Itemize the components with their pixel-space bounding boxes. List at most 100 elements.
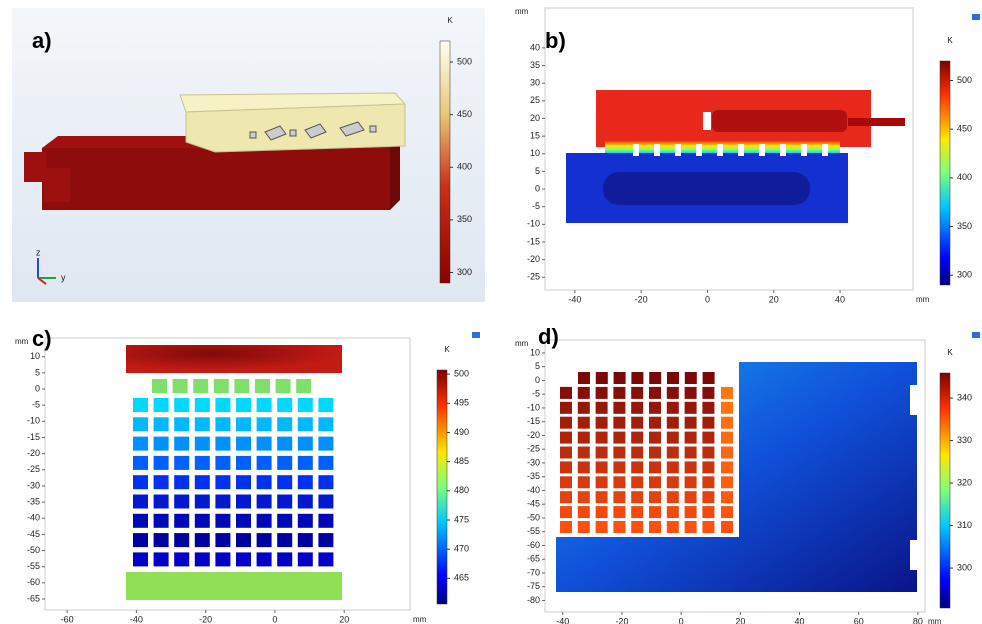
fin [721, 476, 733, 488]
colorbar-tick-label: 490 [454, 427, 469, 437]
colorbar [437, 370, 447, 604]
fin [631, 387, 643, 399]
fin [318, 552, 333, 566]
panel-d-shapes [556, 362, 918, 592]
fin [596, 402, 608, 414]
colorbar-title: K [447, 16, 453, 25]
fin [702, 387, 714, 399]
triad-label: z [36, 247, 41, 257]
fin [234, 379, 249, 393]
fin [613, 491, 625, 503]
fin [596, 387, 608, 399]
fin [277, 552, 292, 566]
colorbar [440, 41, 450, 283]
x-tick-label: 40 [795, 616, 805, 624]
fin [685, 372, 697, 384]
y-tick-label: -40 [27, 513, 40, 523]
fin-array [560, 372, 733, 533]
fin [174, 495, 189, 509]
fin [298, 456, 313, 470]
y-tick-label: -45 [527, 499, 540, 509]
colorbar-tick-label: 500 [957, 75, 972, 85]
prong [848, 118, 905, 126]
fin [318, 495, 333, 509]
fin [133, 398, 148, 412]
fin [174, 417, 189, 431]
colorbar-tick-label: 500 [457, 56, 472, 66]
fin [631, 432, 643, 444]
fin [596, 461, 608, 473]
fin [133, 456, 148, 470]
fin [649, 372, 661, 384]
fin [174, 514, 189, 528]
y-tick-label: -10 [527, 219, 540, 229]
cold-channel [603, 172, 810, 205]
x-tick-label: 80 [913, 616, 923, 624]
x-tick-label: -60 [61, 614, 74, 624]
fin [133, 514, 148, 528]
fin [560, 506, 572, 518]
x-unit: mm [928, 617, 942, 624]
block-side [390, 136, 400, 210]
panel-label: d) [538, 324, 559, 349]
fin [318, 456, 333, 470]
fin [702, 506, 714, 518]
fin [193, 379, 208, 393]
fin [277, 456, 292, 470]
fin [154, 514, 169, 528]
panel-label: c) [32, 326, 52, 351]
figure: z y a)K300350400450500-40-20020404035302… [0, 0, 982, 624]
fin [702, 402, 714, 414]
fin [649, 402, 661, 414]
fin [578, 372, 590, 384]
fin [721, 521, 733, 533]
fin [649, 461, 661, 473]
fin [721, 491, 733, 503]
fin [649, 417, 661, 429]
fin [298, 514, 313, 528]
fin [257, 533, 272, 547]
fin [667, 506, 679, 518]
fin [685, 521, 697, 533]
y-tick-label: -15 [527, 416, 540, 426]
fin [560, 461, 572, 473]
panel-b-shapes [566, 90, 905, 223]
y-tick-label: -25 [527, 272, 540, 282]
fin [214, 379, 229, 393]
fin [236, 475, 251, 489]
fin [152, 379, 167, 393]
fin [667, 521, 679, 533]
fin [236, 437, 251, 451]
fin [257, 437, 272, 451]
fin [578, 432, 590, 444]
y-tick-label: 0 [535, 183, 540, 193]
fin [560, 417, 572, 429]
fin [613, 387, 625, 399]
fin [631, 372, 643, 384]
fin [236, 417, 251, 431]
fin [236, 552, 251, 566]
y-tick-label: 0 [35, 383, 40, 393]
fin [174, 437, 189, 451]
fin [560, 521, 572, 533]
fin [255, 379, 270, 393]
y-tick-label: 40 [530, 42, 540, 52]
colorbar-tick-label: 480 [454, 485, 469, 495]
colorbar-tick-label: 475 [454, 514, 469, 524]
fin [133, 552, 148, 566]
y-unit: mm [15, 337, 29, 346]
fin [257, 398, 272, 412]
fin [276, 379, 291, 393]
y-tick-label: 30 [530, 78, 540, 88]
y-tick-label: -5 [32, 400, 40, 410]
fin [631, 402, 643, 414]
colorbar-tick-label: 485 [454, 456, 469, 466]
fin [154, 533, 169, 547]
y-tick-label: 5 [535, 166, 540, 176]
fin [685, 387, 697, 399]
fin [560, 432, 572, 444]
fin [596, 447, 608, 459]
y-tick-label: -45 [27, 529, 40, 539]
x-tick-label: -40 [568, 294, 581, 304]
colorbar-tick-label: 450 [457, 109, 472, 119]
